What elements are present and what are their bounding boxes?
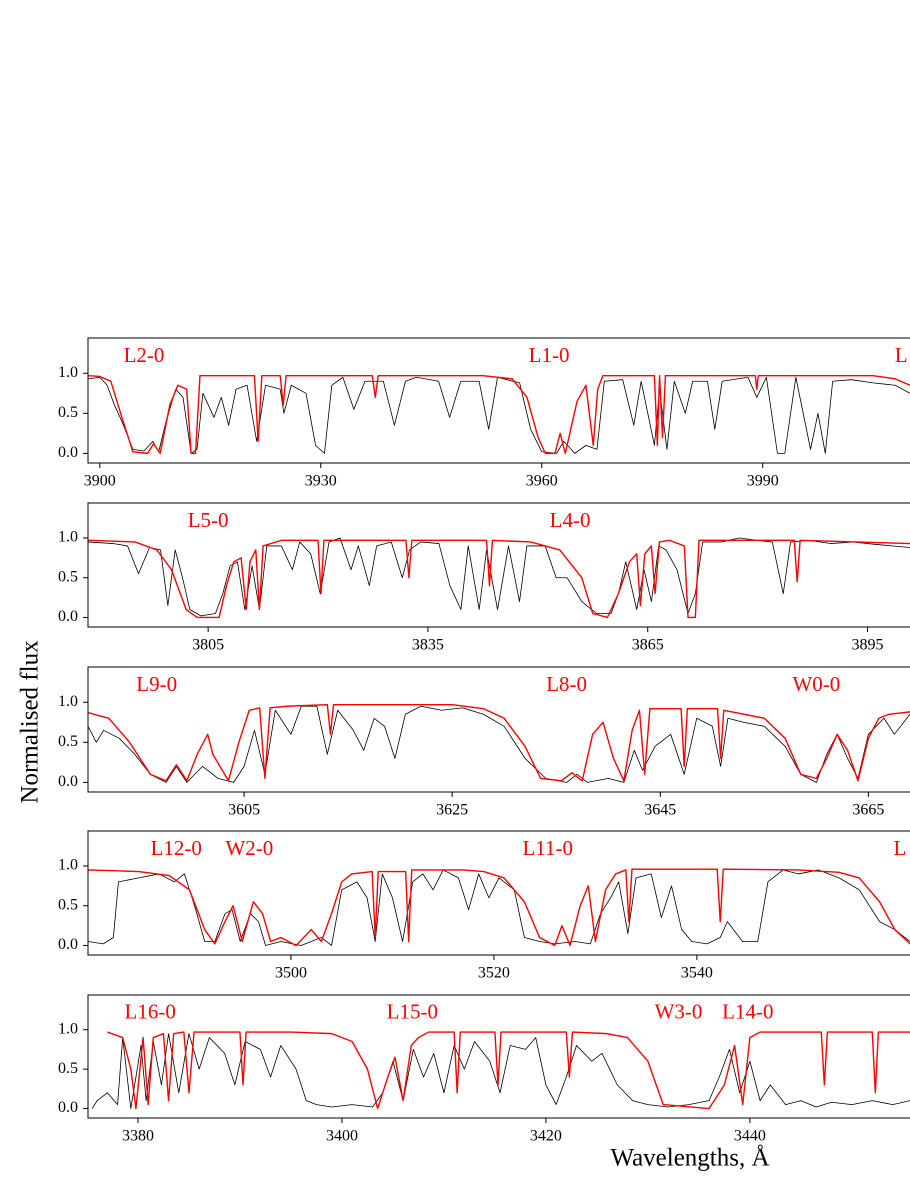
y-tick-label: 0.0 (58, 1099, 78, 1116)
y-tick-label: 1.0 (58, 1020, 78, 1037)
spectrum-line (88, 869, 910, 946)
x-axis-label: Wavelengths, Å (610, 1145, 769, 1172)
x-tick-label: 3625 (436, 802, 468, 819)
spectrum-line (88, 376, 910, 454)
spectrum-line (88, 537, 910, 617)
x-tick-label: 3900 (84, 473, 116, 490)
x-tick-label: 3520 (478, 965, 510, 982)
x-tick-label: 3645 (644, 802, 676, 819)
y-tick-label: 1.0 (58, 857, 78, 874)
band-label: L1-0 (529, 343, 570, 367)
panel-frame (87, 666, 910, 793)
spectrum-line (107, 1031, 910, 1110)
x-tick-label: 3540 (681, 965, 713, 982)
spectrum-line (88, 374, 910, 455)
panel-frame (87, 994, 910, 1119)
panel-frame (87, 502, 910, 628)
spectrum-line (88, 868, 910, 947)
y-tick-label: 1.0 (58, 529, 78, 546)
spectrum-line (88, 703, 910, 782)
band-label: L5-0 (188, 508, 229, 532)
band-label: W0-0 (792, 672, 840, 696)
x-tick-label: 3400 (326, 1128, 358, 1145)
y-tick-label: 0.5 (58, 896, 78, 913)
band-label: L15-0 (387, 1000, 438, 1024)
band-label: W2-0 (225, 836, 273, 860)
x-tick-label: 3665 (852, 802, 884, 819)
y-tick-label: 0.5 (58, 568, 78, 585)
y-axis-label: Normalised flux (17, 640, 44, 804)
x-tick-label: 3380 (122, 1128, 154, 1145)
band-label: L12-0 (151, 836, 202, 860)
band-label: W3-0 (655, 1000, 703, 1024)
band-label: L (893, 836, 906, 860)
band-label: L (895, 343, 908, 367)
x-tick-label: 3865 (632, 637, 664, 654)
panel-plot (88, 537, 910, 619)
y-tick-label: 0.5 (58, 1060, 78, 1077)
x-tick-label: 3990 (747, 473, 779, 490)
panel-plot (88, 703, 910, 783)
y-tick-label: 1.0 (58, 364, 78, 381)
x-tick-label: 3930 (305, 473, 337, 490)
y-tick-label: 0.5 (58, 733, 78, 750)
band-label: L14-0 (722, 1000, 773, 1024)
band-label: L8-0 (546, 672, 587, 696)
panel-plot (88, 374, 910, 455)
panel-frame (87, 337, 910, 464)
x-tick-label: 3440 (734, 1128, 766, 1145)
band-label: L11-0 (522, 836, 573, 860)
y-tick-label: 0.0 (58, 936, 78, 953)
x-tick-label: 3805 (192, 637, 224, 654)
band-label: L2-0 (124, 343, 165, 367)
spectrum-line (91, 1033, 910, 1109)
y-tick-label: 0.5 (58, 404, 78, 421)
x-tick-label: 3420 (530, 1128, 562, 1145)
x-tick-label: 3605 (228, 802, 260, 819)
y-tick-label: 0.0 (58, 773, 78, 790)
x-tick-label: 3500 (275, 965, 307, 982)
band-label: L16-0 (125, 1000, 176, 1024)
y-tick-label: 0.0 (58, 444, 78, 461)
x-tick-label: 3835 (412, 637, 444, 654)
spectrum-line (88, 539, 910, 619)
x-tick-label: 3895 (852, 637, 884, 654)
panel-plot (88, 868, 910, 947)
band-label: L9-0 (136, 672, 177, 696)
spectrum-line (88, 705, 910, 783)
band-label: L4-0 (550, 508, 591, 532)
panel-plot (91, 1031, 910, 1110)
y-tick-label: 1.0 (58, 693, 78, 710)
panel-frame (87, 830, 910, 956)
y-tick-label: 0.0 (58, 608, 78, 625)
x-tick-label: 3960 (526, 473, 558, 490)
